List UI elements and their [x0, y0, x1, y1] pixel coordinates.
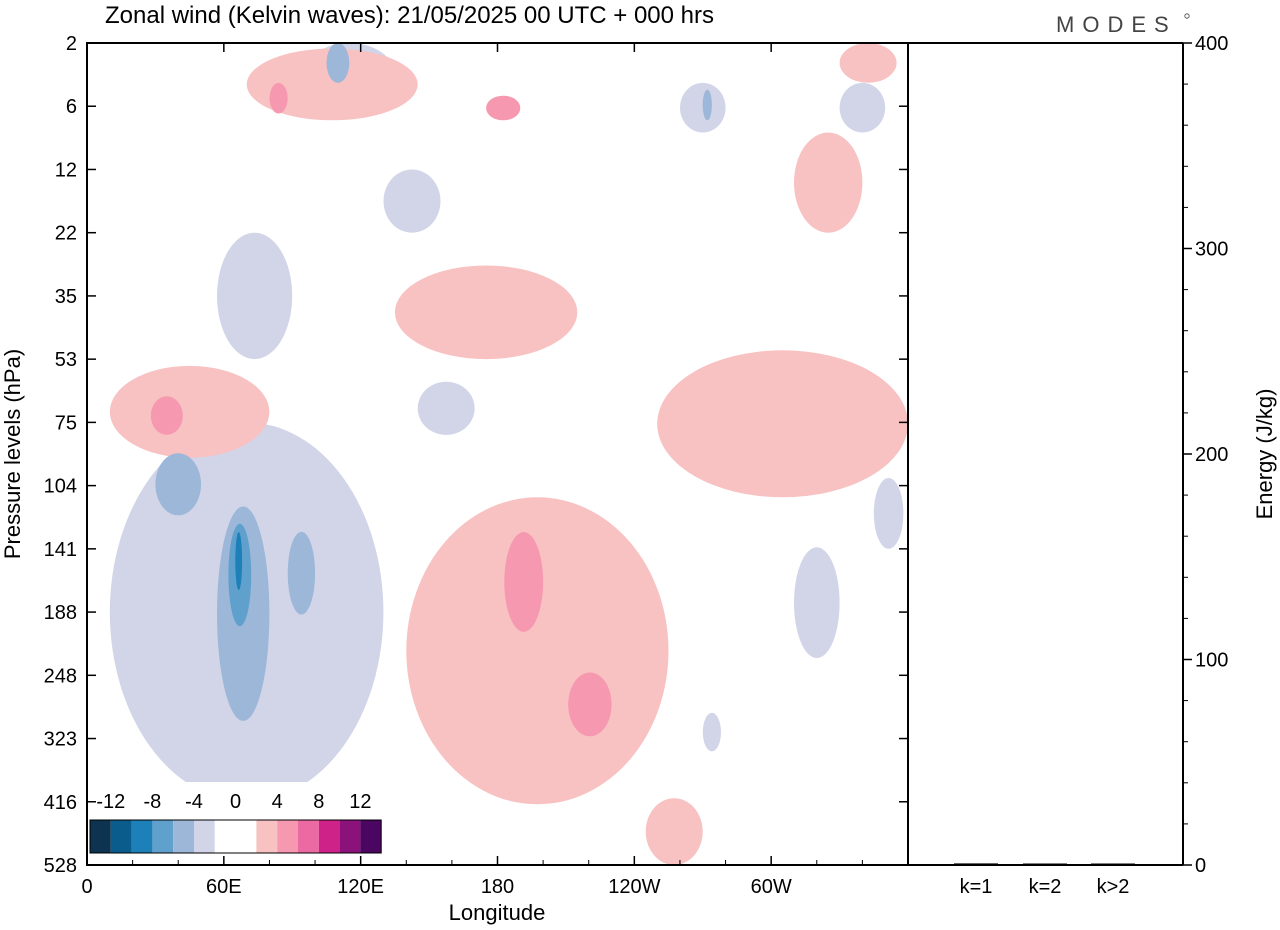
- colorbar-swatch-0: [90, 820, 111, 853]
- wind-contour-neg-8: [235, 532, 243, 590]
- colorbar-swatch-2: [131, 820, 153, 853]
- energy-axis: 0 100 200 300 400: [1183, 33, 1228, 877]
- colorbar-swatch-13: [360, 820, 382, 853]
- pressure-tick-label: 75: [55, 412, 77, 434]
- energy-tick-label: 300: [1195, 239, 1228, 261]
- colorbar-label: -4: [185, 791, 203, 813]
- energy-tick-label: 0: [1195, 855, 1206, 877]
- x-axis-label: Longitude: [449, 900, 546, 925]
- wind-contour-pos-24: [150, 396, 183, 435]
- colorbar-swatch-4: [173, 820, 194, 853]
- wind-contours: [109, 43, 908, 865]
- longitude-tick-label: 180: [481, 876, 514, 898]
- pressure-tick-label: 248: [44, 665, 77, 687]
- wavenumber-label: k=2: [1029, 876, 1062, 898]
- wind-contour-neg-11: [702, 89, 712, 121]
- energy-bar: [1091, 863, 1135, 865]
- wind-contour-pos-19: [486, 95, 521, 121]
- wind-contour-pos-23: [109, 365, 270, 458]
- pressure-tick-label: 104: [44, 476, 77, 498]
- colorbar-swatch-5: [194, 820, 215, 853]
- wind-contour-neg-5: [155, 453, 201, 516]
- longitude-tick-label: 120E: [337, 876, 384, 898]
- energy-bars: [954, 863, 1135, 865]
- chart-title: Zonal wind (Kelvin waves): 21/05/2025 00…: [105, 2, 714, 29]
- pressure-tick-label: 188: [44, 602, 77, 624]
- wind-contour-neg-13: [417, 381, 475, 435]
- colorbar-label: 12: [349, 791, 371, 813]
- pressure-tick-label: 6: [66, 96, 77, 118]
- colorbar-swatch-6: [214, 820, 236, 853]
- wind-contour-neg-14: [794, 547, 840, 659]
- longitude-axis: 0 60E 120E 180 120W 60W: [81, 43, 863, 898]
- colorbar-swatch-3: [152, 820, 174, 853]
- wind-contour-pos-22: [394, 265, 578, 360]
- longitude-tick-label: 0: [81, 876, 92, 898]
- wind-contour-neg-12: [839, 82, 886, 133]
- wind-contour-neg-15: [873, 478, 904, 549]
- colorbar-swatch-8: [256, 820, 278, 853]
- colorbar-label: -12: [96, 791, 125, 813]
- wind-contour-pos-18: [269, 82, 288, 114]
- colorbar-swatch-11: [318, 820, 340, 853]
- energy-bar: [954, 863, 998, 865]
- pressure-tick-label: 323: [44, 729, 77, 751]
- energy-tick-label: 400: [1195, 33, 1228, 55]
- wind-contour-neg-2: [383, 169, 441, 233]
- wavenumber-label: k>2: [1097, 876, 1130, 898]
- colorbar-swatch-12: [339, 820, 361, 853]
- wind-contour-neg-9: [287, 531, 316, 615]
- modes-logo: MODES: [1056, 12, 1177, 37]
- wind-contour-pos-25: [406, 497, 669, 805]
- wind-contour-pos-27: [568, 672, 612, 737]
- wind-contour-pos-20: [794, 132, 863, 233]
- colorbar-label: 0: [230, 791, 241, 813]
- colorbar-swatch-9: [277, 820, 298, 853]
- pressure-tick-label: 22: [55, 223, 77, 245]
- wavenumber-label: k=1: [960, 876, 993, 898]
- longitude-tick-label: 60W: [751, 876, 792, 898]
- energy-bar: [1023, 863, 1067, 865]
- colorbar-swatch-10: [298, 820, 319, 853]
- energy-tick-label: 200: [1195, 444, 1228, 466]
- longitude-tick-label: 60E: [206, 876, 242, 898]
- pressure-axis: 2 6 12 22 35 53 75 104 141 188 248 323 416 528: [44, 33, 908, 877]
- y-axis-label: Pressure levels (hPa): [0, 349, 25, 559]
- wind-contour-neg-3: [217, 232, 293, 360]
- pressure-tick-label: 2: [66, 33, 77, 55]
- registered-mark: [1184, 13, 1190, 19]
- colorbar-label: 4: [272, 791, 283, 813]
- pressure-tick-label: 12: [55, 159, 77, 181]
- pressure-tick-label: 53: [55, 349, 77, 371]
- pressure-tick-label: 528: [44, 855, 77, 877]
- colorbar-label: 8: [313, 791, 324, 813]
- wavenumber-axis: k=1 k=2 k>2: [960, 876, 1130, 898]
- wind-contour-pos-17: [246, 48, 418, 121]
- wind-contour-pos-28: [657, 350, 908, 498]
- energy-tick-label: 100: [1195, 650, 1228, 672]
- wind-contour-neg-16: [702, 712, 722, 752]
- wind-contour-pos-26: [504, 532, 544, 632]
- colorbar: -12 -8 -4 0 4 8 12: [89, 782, 383, 860]
- wind-contour-pos-21: [839, 43, 897, 83]
- longitude-tick-label: 120W: [608, 876, 660, 898]
- colorbar-label: -8: [144, 791, 162, 813]
- energy-axis-label: Energy (J/kg): [1252, 389, 1277, 520]
- colorbar-frame: [89, 819, 382, 854]
- colorbar-swatch-7: [235, 820, 257, 853]
- pressure-tick-label: 35: [55, 286, 77, 308]
- wind-contour-pos-29: [645, 798, 703, 865]
- wind-contour-neg-1: [326, 43, 350, 83]
- pressure-tick-label: 416: [44, 792, 77, 814]
- energy-panel: 0 100 200 300 400 k=1 k=2 k>2 Energy (J/kg): [908, 33, 1277, 898]
- pressure-tick-label: 141: [44, 539, 77, 561]
- wind-panel: -12 -8 -4 0 4 8 12 2 6 12 22 35 53 75 104 141 188 248 323…: [0, 33, 909, 925]
- colorbar-swatch-1: [110, 820, 132, 853]
